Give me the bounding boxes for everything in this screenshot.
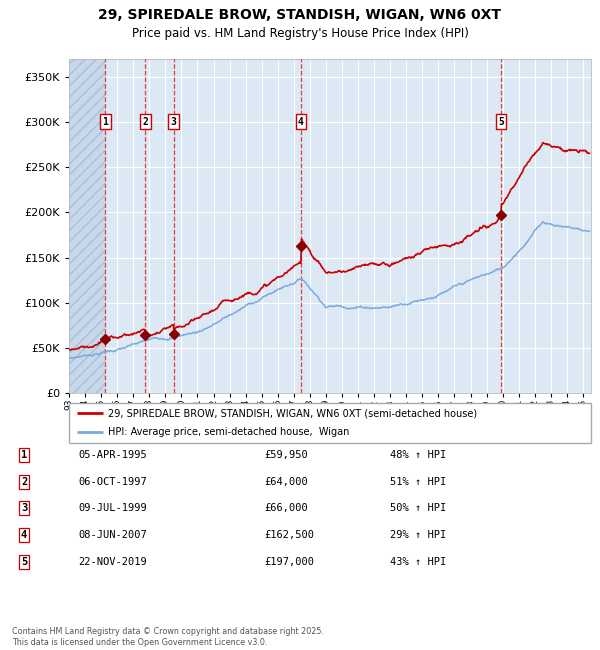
Text: £66,000: £66,000 bbox=[264, 503, 308, 514]
Text: 3: 3 bbox=[21, 503, 27, 514]
Text: 1: 1 bbox=[21, 450, 27, 460]
Text: 29% ↑ HPI: 29% ↑ HPI bbox=[390, 530, 446, 540]
Text: 06-OCT-1997: 06-OCT-1997 bbox=[78, 476, 147, 487]
Text: Contains HM Land Registry data © Crown copyright and database right 2025.
This d: Contains HM Land Registry data © Crown c… bbox=[12, 627, 324, 647]
Text: 4: 4 bbox=[298, 117, 304, 127]
Text: £64,000: £64,000 bbox=[264, 476, 308, 487]
Text: 4: 4 bbox=[21, 530, 27, 540]
Text: 09-JUL-1999: 09-JUL-1999 bbox=[78, 503, 147, 514]
Text: 43% ↑ HPI: 43% ↑ HPI bbox=[390, 556, 446, 567]
Text: £197,000: £197,000 bbox=[264, 556, 314, 567]
Text: 1: 1 bbox=[103, 117, 109, 127]
Text: 48% ↑ HPI: 48% ↑ HPI bbox=[390, 450, 446, 460]
Text: 3: 3 bbox=[171, 117, 176, 127]
Text: £162,500: £162,500 bbox=[264, 530, 314, 540]
Text: HPI: Average price, semi-detached house,  Wigan: HPI: Average price, semi-detached house,… bbox=[108, 427, 350, 437]
Text: 29, SPIREDALE BROW, STANDISH, WIGAN, WN6 0XT: 29, SPIREDALE BROW, STANDISH, WIGAN, WN6… bbox=[98, 8, 502, 22]
Text: 05-APR-1995: 05-APR-1995 bbox=[78, 450, 147, 460]
Text: 2: 2 bbox=[21, 476, 27, 487]
Text: 22-NOV-2019: 22-NOV-2019 bbox=[78, 556, 147, 567]
Text: Price paid vs. HM Land Registry's House Price Index (HPI): Price paid vs. HM Land Registry's House … bbox=[131, 27, 469, 40]
Bar bbox=[69, 58, 106, 393]
Text: 08-JUN-2007: 08-JUN-2007 bbox=[78, 530, 147, 540]
Text: 5: 5 bbox=[498, 117, 504, 127]
Text: 29, SPIREDALE BROW, STANDISH, WIGAN, WN6 0XT (semi-detached house): 29, SPIREDALE BROW, STANDISH, WIGAN, WN6… bbox=[108, 408, 477, 418]
Text: 5: 5 bbox=[21, 556, 27, 567]
Text: £59,950: £59,950 bbox=[264, 450, 308, 460]
Text: 51% ↑ HPI: 51% ↑ HPI bbox=[390, 476, 446, 487]
Text: 2: 2 bbox=[143, 117, 148, 127]
Text: 50% ↑ HPI: 50% ↑ HPI bbox=[390, 503, 446, 514]
FancyBboxPatch shape bbox=[69, 403, 591, 443]
